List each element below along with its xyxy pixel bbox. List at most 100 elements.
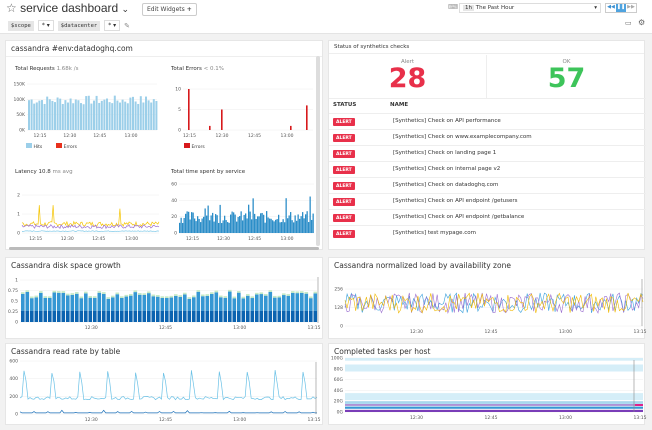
hits-bar (139, 96, 142, 130)
time-spent-bar (180, 217, 182, 233)
name-column-header[interactable]: NAME (390, 102, 409, 108)
error-bar (221, 109, 223, 130)
disk-bar-segment (169, 310, 174, 322)
horizontal-scrollbar[interactable] (9, 247, 319, 250)
disk-bar-segment (142, 293, 147, 296)
check-name[interactable]: [Synthetics] Check on landing page 1 (393, 150, 497, 156)
disk-bar-segment (250, 298, 255, 311)
disk-bar-segment (21, 310, 25, 322)
time-range-select[interactable]: 1h The Past Hour ▾ (459, 3, 601, 13)
pause-icon[interactable]: ❚❚ (616, 4, 626, 12)
status-badge: ALERT (333, 182, 355, 190)
synthetics-row[interactable]: ALERT [Synthetics] test mypage.com (329, 225, 646, 241)
synthetics-row[interactable]: ALERT [Synthetics] Check on datadoghq.com (329, 177, 646, 193)
legend-errors[interactable]: Errors (56, 143, 77, 150)
disk-bar-segment (178, 295, 183, 297)
time-spent-bar (206, 215, 208, 233)
disk-bar-segment (259, 292, 264, 295)
disk-bar-segment (120, 297, 124, 311)
alert-count-panel: Alert 28 (329, 55, 487, 99)
synthetics-row[interactable]: ALERT [Synthetics] Check on www.exampleco… (329, 129, 646, 145)
legend-hits[interactable]: Hits (26, 143, 42, 150)
disk-bar-segment (241, 298, 246, 311)
check-name[interactable]: [Synthetics] test mypage.com (393, 230, 477, 236)
time-spent-bar (197, 216, 199, 233)
disk-bar-segment (156, 310, 160, 322)
forward-icon[interactable]: ▶▶ (627, 4, 635, 10)
disk-bar-segment (61, 291, 66, 293)
hits-bar (41, 100, 43, 130)
chevron-down-icon[interactable]: ⌄ (121, 4, 130, 14)
latency-x-tick: 12:30 (61, 236, 74, 242)
rewind-icon[interactable]: ◀◀ (607, 4, 615, 10)
disk-bar-segment (169, 295, 174, 298)
disk-bar-segment (223, 310, 228, 322)
errors-legend[interactable]: Errors (184, 143, 205, 150)
check-name[interactable]: [Synthetics] Check on internal page v2 (393, 166, 501, 172)
check-name[interactable]: [Synthetics] Check on API endpoint /getu… (393, 198, 518, 204)
dashboard-title-row: ☆ service dashboard ⌄ (6, 1, 129, 15)
disk-bar-segment (30, 298, 34, 311)
vertical-scrollbar[interactable] (316, 56, 320, 246)
read-x-tick: 13:00 (233, 417, 246, 423)
disk-bar-segment (201, 296, 205, 311)
star-icon[interactable]: ☆ (6, 1, 17, 15)
disk-bar-segment (66, 295, 70, 311)
hits-bar (116, 100, 119, 130)
synthetics-row[interactable]: ALERT [Synthetics] Check on internal page… (329, 161, 646, 177)
time-spent-x-tick: 12:30 (217, 236, 230, 242)
disk-bar-segment (273, 310, 277, 322)
disk-bar-segment (25, 290, 30, 292)
hits-bar (103, 99, 106, 130)
read-series-main (19, 370, 318, 401)
disk-bar-segment (259, 310, 264, 322)
disk-bar-segment (52, 310, 57, 322)
edit-widgets-button[interactable]: Edit Widgets + (142, 3, 197, 16)
scope-select[interactable]: * ▾ (37, 20, 54, 31)
disk-bar-segment (133, 290, 138, 293)
check-name[interactable]: [Synthetics] Check on www.examplecompany… (393, 134, 532, 140)
disk-bar-segment (268, 310, 273, 322)
datacenter-variable-label: $datacenter (57, 20, 101, 31)
synthetics-row[interactable]: ALERT [Synthetics] Check on API endpoint … (329, 209, 646, 225)
synthetics-row[interactable]: ALERT [Synthetics] Check on API performan… (329, 113, 646, 129)
hits-bar (82, 104, 85, 130)
synthetics-row[interactable]: ALERT [Synthetics] Check on landing page … (329, 145, 646, 161)
gear-icon[interactable]: ⚙ (638, 18, 646, 27)
keyboard-icon[interactable]: ⌨ (448, 3, 459, 11)
disk-bar-segment (93, 296, 97, 298)
disk-bar-segment (174, 310, 178, 322)
time-spent-bar (254, 213, 256, 233)
disk-bar-segment (75, 293, 79, 311)
tasks-band (345, 401, 643, 404)
disk-bar-segment (52, 290, 57, 293)
tv-mode-icon[interactable]: ▭ (625, 19, 632, 27)
check-name[interactable]: [Synthetics] Check on API performance (393, 118, 501, 124)
status-column-header[interactable]: STATUS (333, 102, 357, 108)
pencil-icon[interactable]: ✎ (124, 21, 131, 30)
time-spent-bar (195, 221, 197, 233)
check-name[interactable]: [Synthetics] Check on API endpoint /getb… (393, 214, 525, 220)
disk-bar-segment (120, 296, 124, 298)
disk-bar-segment (277, 297, 282, 311)
disk-bar-segment (25, 310, 30, 322)
disk-bar-segment (255, 292, 259, 295)
time-spent-bar (296, 220, 298, 233)
time-spent-x-tick: 12:45 (248, 236, 261, 242)
tasks-y-tick: 20G (334, 399, 344, 405)
tasks-x-tick: 12:30 (410, 415, 423, 421)
synthetics-row[interactable]: ALERT [Synthetics] Check on API endpoint … (329, 193, 646, 209)
time-spent-bar (269, 218, 271, 233)
disk-bar-segment (84, 291, 88, 294)
hits-bar (54, 102, 56, 130)
disk-bar-segment (43, 297, 48, 311)
datacenter-select[interactable]: * ▾ (104, 20, 121, 31)
disk-bar-segment (264, 295, 268, 311)
disk-bar-segment (210, 293, 214, 311)
disk-bar-segment (250, 296, 255, 299)
check-name[interactable]: [Synthetics] Check on datadoghq.com (393, 182, 499, 188)
hits-bar (119, 102, 121, 130)
time-spent-bar (230, 214, 232, 233)
disk-bar-segment (187, 297, 192, 299)
disk-bar-segment (246, 294, 250, 296)
